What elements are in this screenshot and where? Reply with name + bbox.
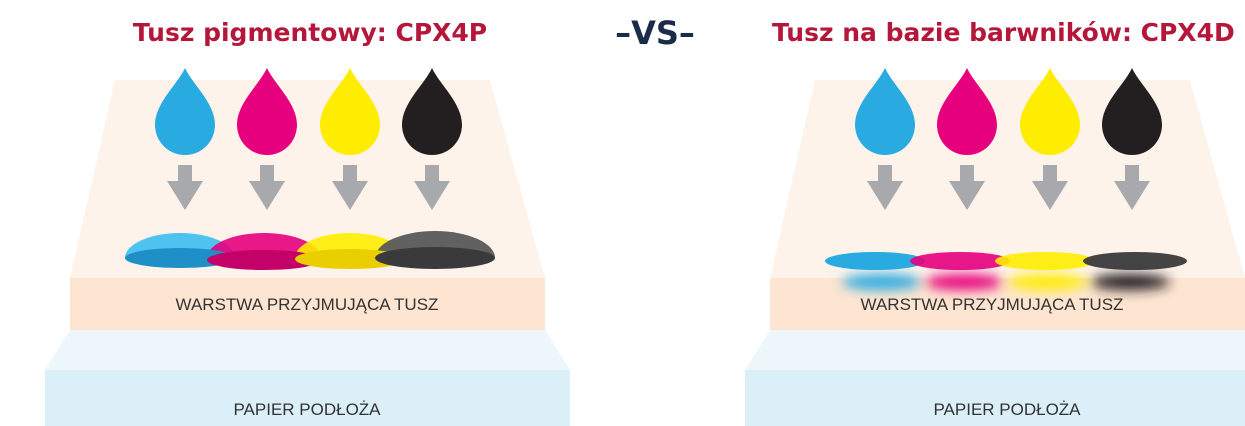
black-absorb [1090, 274, 1170, 290]
paper-bevel [45, 330, 570, 370]
ink-layer-label: WARSTWA PRZYJMUJĄCA TUSZ [176, 295, 439, 314]
black-base [375, 247, 495, 269]
left-title: Tusz pigmentowy: CPX4P [133, 18, 487, 47]
cyan-absorb [842, 274, 922, 290]
diagram: WARSTWA PRZYJMUJĄCA TUSZ PAPIER PODŁOŻA … [0, 0, 1245, 426]
left-panel: WARSTWA PRZYJMUJĄCA TUSZ PAPIER PODŁOŻA … [45, 18, 570, 426]
paper-bevel [745, 330, 1245, 370]
right-title: Tusz na bazie barwników: CPX4D [772, 18, 1235, 47]
ink-space [770, 80, 1245, 278]
ink-layer-label: WARSTWA PRZYJMUJĄCA TUSZ [861, 295, 1124, 314]
vs-label: –VS– [615, 14, 695, 52]
paper-label: PAPIER PODŁOŻA [933, 400, 1081, 419]
yellow-absorb [1007, 274, 1087, 290]
magenta-absorb [924, 274, 1004, 290]
paper-label: PAPIER PODŁOŻA [233, 400, 381, 419]
yellow-dye [995, 252, 1095, 270]
black-dye [1083, 252, 1187, 270]
right-panel: WARSTWA PRZYJMUJĄCA TUSZ PAPIER PODŁOŻA … [745, 18, 1245, 426]
page: WARSTWA PRZYJMUJĄCA TUSZ PAPIER PODŁOŻA … [0, 0, 1245, 426]
